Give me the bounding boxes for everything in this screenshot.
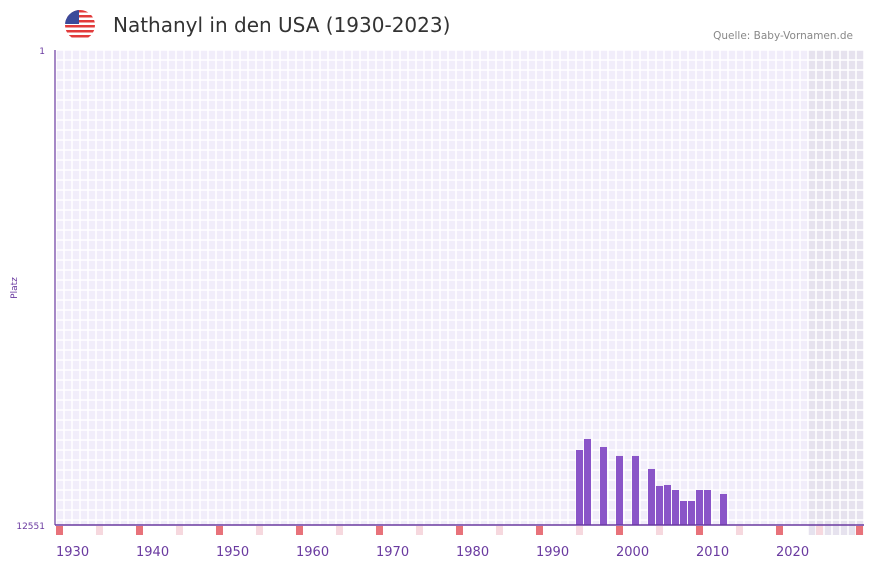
decade-marker [536, 526, 543, 535]
x-tick-label: 1940 [136, 545, 169, 560]
bar-2009 [688, 501, 695, 525]
x-tick-label: 1970 [376, 545, 409, 560]
y-tick-label: 1 [39, 47, 45, 57]
x-tick-label: 1930 [56, 545, 89, 560]
x-tick-label: 1980 [456, 545, 489, 560]
half-decade-marker [176, 526, 183, 535]
x-tick-label: 1950 [216, 545, 249, 560]
bar-2007 [672, 489, 679, 525]
plot-background [56, 50, 864, 525]
y-tick-label: 12551 [16, 522, 45, 532]
x-tick-label: 1960 [296, 545, 329, 560]
half-decade-marker [576, 526, 583, 535]
decade-marker [616, 526, 623, 535]
half-decade-marker [736, 526, 743, 535]
us-flag-icon [65, 10, 95, 40]
x-tick-label: 2010 [696, 545, 729, 560]
half-decade-marker [336, 526, 343, 535]
chart-title: Nathanyl in den USA (1930-2023) [113, 13, 451, 37]
grid [55, 49, 865, 535]
decade-marker [136, 526, 143, 535]
y-axis-title: Platz [10, 277, 20, 299]
decade-marker [216, 526, 223, 535]
half-decade-marker [256, 526, 263, 535]
future-region [808, 50, 864, 535]
half-decade-marker [496, 526, 503, 535]
bar-2011 [704, 489, 711, 525]
bar-2008 [680, 501, 687, 525]
x-tick-label: 2000 [616, 545, 649, 560]
decade-marker [856, 526, 863, 535]
bar-2013 [720, 494, 727, 525]
decade-marker [56, 526, 63, 535]
half-decade-marker [656, 526, 663, 535]
bar-1995 [576, 449, 583, 525]
x-tick-label: 1990 [536, 545, 569, 560]
bar-1996 [584, 439, 591, 525]
bar-2004 [648, 468, 655, 525]
source-credit: Quelle: Baby-Vornamen.de [713, 30, 853, 42]
bar-1998 [600, 446, 607, 525]
decade-marker [296, 526, 303, 535]
bar-2000 [616, 455, 623, 525]
half-decade-marker [816, 526, 823, 535]
half-decade-marker [96, 526, 103, 535]
decade-marker [456, 526, 463, 535]
decade-marker [376, 526, 383, 535]
decade-marker [776, 526, 783, 535]
x-tick-label: 2020 [776, 545, 809, 560]
bar-2006 [664, 484, 671, 525]
bar-2010 [696, 489, 703, 525]
bar-2005 [656, 485, 663, 525]
half-decade-marker [416, 526, 423, 535]
bar-2002 [632, 455, 639, 525]
decade-marker [696, 526, 703, 535]
